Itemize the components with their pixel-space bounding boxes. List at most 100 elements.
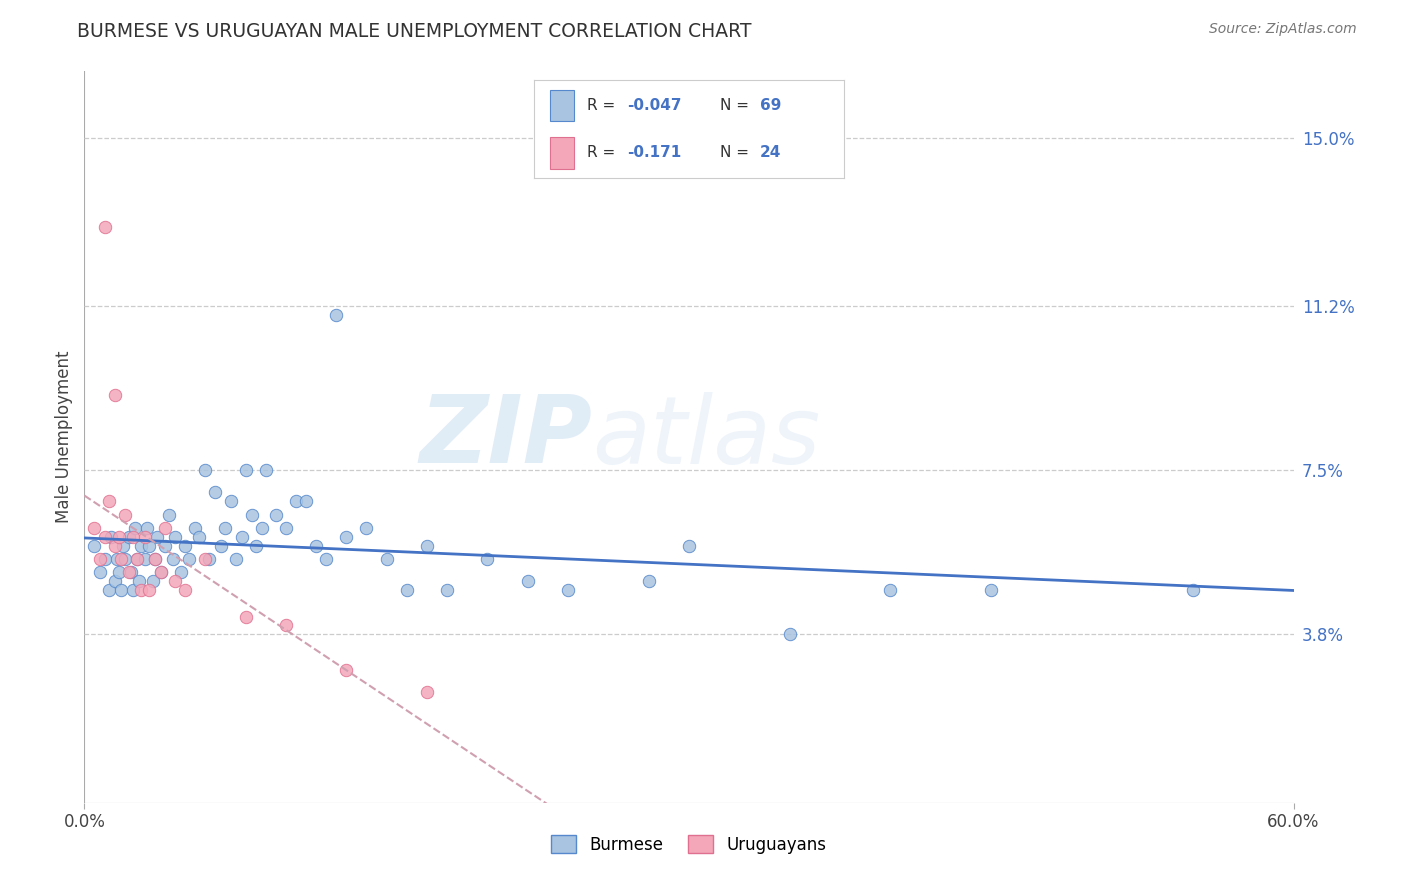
Point xyxy=(146,530,169,544)
Point xyxy=(97,582,120,597)
Point xyxy=(335,663,357,677)
Point xyxy=(129,582,152,597)
Point xyxy=(135,521,157,535)
Point xyxy=(120,566,142,580)
Point xyxy=(179,552,201,566)
Point xyxy=(214,521,236,535)
Point xyxy=(118,530,141,544)
Point xyxy=(165,574,187,589)
Point xyxy=(264,508,287,522)
Text: 69: 69 xyxy=(761,98,782,112)
Point xyxy=(104,388,127,402)
Point xyxy=(138,539,160,553)
Point xyxy=(121,530,143,544)
Point xyxy=(194,552,217,566)
Y-axis label: Male Unemployment: Male Unemployment xyxy=(55,351,73,524)
Point xyxy=(134,552,156,566)
Point xyxy=(125,552,148,566)
Text: R =: R = xyxy=(586,98,614,112)
Point xyxy=(142,574,165,589)
Text: BURMESE VS URUGUAYAN MALE UNEMPLOYMENT CORRELATION CHART: BURMESE VS URUGUAYAN MALE UNEMPLOYMENT C… xyxy=(77,22,752,41)
Point xyxy=(153,539,176,553)
Point xyxy=(879,582,901,597)
Point xyxy=(93,552,115,566)
Legend: Burmese, Uruguayans: Burmese, Uruguayans xyxy=(544,829,834,860)
Text: Source: ZipAtlas.com: Source: ZipAtlas.com xyxy=(1209,22,1357,37)
Point xyxy=(221,494,243,508)
Point xyxy=(104,539,127,553)
Text: R =: R = xyxy=(586,145,614,160)
Text: -0.171: -0.171 xyxy=(627,145,682,160)
Point xyxy=(198,552,221,566)
Text: 24: 24 xyxy=(761,145,782,160)
Point xyxy=(245,539,267,553)
FancyBboxPatch shape xyxy=(550,137,575,169)
Point xyxy=(83,539,105,553)
Point xyxy=(128,574,150,589)
Text: N =: N = xyxy=(720,98,749,112)
Point xyxy=(149,566,172,580)
Point xyxy=(110,582,132,597)
Point xyxy=(143,552,166,566)
Point xyxy=(416,539,439,553)
Point xyxy=(118,566,141,580)
Point xyxy=(129,539,152,553)
Point xyxy=(1181,582,1204,597)
Point xyxy=(170,566,193,580)
Point xyxy=(157,508,180,522)
Point xyxy=(83,521,105,535)
Point xyxy=(93,530,115,544)
Point xyxy=(188,530,211,544)
Point xyxy=(240,508,263,522)
Point xyxy=(165,530,187,544)
Point xyxy=(162,552,184,566)
Point xyxy=(285,494,308,508)
Text: -0.047: -0.047 xyxy=(627,98,682,112)
Point xyxy=(111,539,134,553)
Point xyxy=(125,552,148,566)
Point xyxy=(250,521,273,535)
Point xyxy=(107,530,129,544)
Point xyxy=(174,539,197,553)
Text: atlas: atlas xyxy=(592,392,821,483)
Point xyxy=(678,539,700,553)
Point xyxy=(254,463,277,477)
Point xyxy=(204,485,226,500)
Point xyxy=(121,582,143,597)
Point xyxy=(274,618,297,632)
Point xyxy=(980,582,1002,597)
Point xyxy=(194,463,217,477)
Point xyxy=(138,582,160,597)
Point xyxy=(124,521,146,535)
Point xyxy=(235,463,257,477)
Point xyxy=(107,566,129,580)
Point xyxy=(209,539,232,553)
Point xyxy=(134,530,156,544)
Point xyxy=(779,627,801,641)
Point xyxy=(143,552,166,566)
Point xyxy=(235,609,257,624)
Point xyxy=(231,530,253,544)
Point xyxy=(477,552,499,566)
Text: N =: N = xyxy=(720,145,749,160)
Point xyxy=(104,574,127,589)
Point xyxy=(97,494,120,508)
Point xyxy=(105,552,128,566)
Point xyxy=(184,521,207,535)
Text: ZIP: ZIP xyxy=(419,391,592,483)
Point xyxy=(225,552,247,566)
Point xyxy=(174,582,197,597)
Point xyxy=(114,508,136,522)
Point xyxy=(89,566,111,580)
Point xyxy=(93,219,115,234)
Point xyxy=(110,552,132,566)
Point xyxy=(436,582,458,597)
Point xyxy=(89,552,111,566)
Point xyxy=(100,530,122,544)
Point xyxy=(315,552,337,566)
Point xyxy=(295,494,318,508)
Point xyxy=(149,566,172,580)
Point xyxy=(114,552,136,566)
Point xyxy=(305,539,328,553)
Point xyxy=(557,582,579,597)
